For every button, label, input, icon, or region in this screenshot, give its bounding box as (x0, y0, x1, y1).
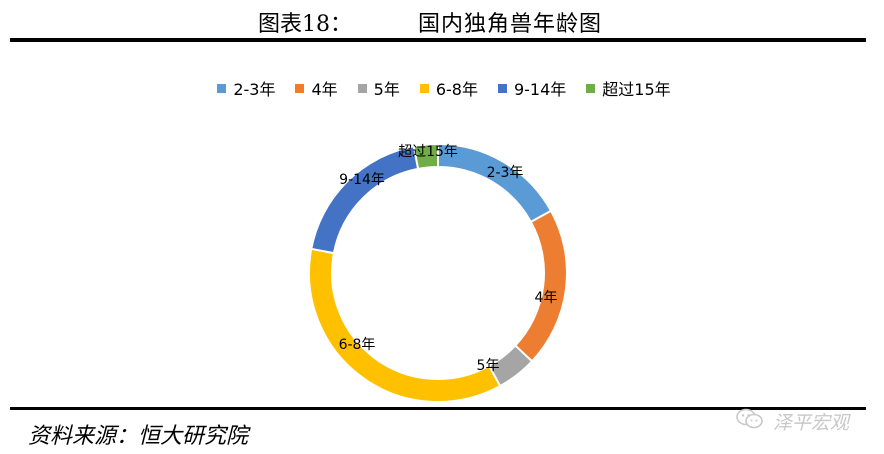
legend-swatch (357, 83, 367, 93)
source-note: 资料来源：恒大研究院 (28, 424, 249, 449)
legend-label: 4年 (311, 80, 338, 99)
legend-label: 5年 (373, 80, 400, 99)
legend-label: 2-3年 (233, 80, 276, 99)
wechat-icon (735, 407, 765, 435)
legend-label: 6-8年 (435, 80, 478, 99)
legend-item: 9-14年 (497, 76, 567, 100)
legend-swatch (217, 83, 227, 93)
legend-item: 4年 (295, 76, 338, 100)
slice-data-label: 9-14年 (339, 172, 385, 188)
slice-data-label: 6-8年 (339, 337, 376, 353)
legend-swatch (295, 83, 305, 93)
chart-legend: 2-3年 4年 5年 6-8年 9-14年 超过15年 (0, 76, 884, 100)
slice-data-label: 超过15年 (398, 144, 458, 160)
legend-label: 超过15年 (602, 80, 671, 99)
donut-slice (513, 209, 568, 363)
legend-label: 9-14年 (513, 80, 567, 99)
slice-data-label: 4年 (535, 290, 558, 306)
legend-item: 5年 (357, 76, 400, 100)
donut-slice (310, 145, 420, 255)
watermark-text: 泽平宏观 (773, 411, 850, 434)
figure-label: 图表18： (258, 12, 352, 37)
donut-slice (412, 142, 439, 171)
legend-swatch (419, 83, 429, 93)
slice-data-label: 5年 (477, 358, 500, 374)
figure-header: 图表18： 国内独角兽年龄图 (0, 0, 884, 40)
legend-item: 2-3年 (217, 76, 275, 100)
slice-data-label: 2-3年 (487, 165, 524, 181)
legend-item: 6-8年 (419, 76, 478, 100)
legend-swatch (497, 83, 507, 93)
legend-item: 超过15年 (586, 76, 671, 100)
legend-swatch (586, 83, 596, 93)
donut-slice (308, 247, 502, 403)
top-rule (10, 38, 866, 42)
watermark: 泽平宏观 (735, 406, 849, 436)
bottom-rule (10, 407, 866, 410)
figure-title: 国内独角兽年龄图 (418, 12, 603, 37)
